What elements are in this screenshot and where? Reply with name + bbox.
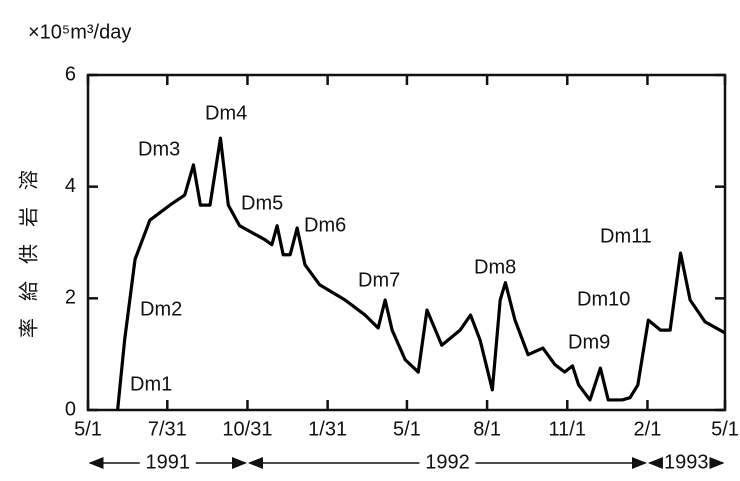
x-tick-label: 5/1 — [711, 418, 739, 440]
annotation: Dm1 — [130, 373, 172, 395]
y-tick-label: 4 — [65, 175, 76, 197]
x-tick-label: 2/1 — [634, 418, 662, 440]
y-tick-label: 6 — [65, 63, 76, 85]
annotation: Dm3 — [138, 138, 180, 160]
year-label: 1992 — [425, 451, 470, 473]
annotation: Dm6 — [304, 214, 346, 236]
annotation: Dm7 — [358, 269, 400, 291]
data-line — [116, 136, 726, 411]
annotation: Dm4 — [205, 102, 247, 124]
y-tick-label: 2 — [65, 287, 76, 309]
x-tick-label: 10/31 — [222, 418, 272, 440]
x-tick-label: 11/1 — [549, 418, 586, 440]
y-axis-label: 岩 — [17, 207, 40, 227]
y-axis-label: 溶 — [17, 170, 40, 190]
annotation: Dm9 — [568, 331, 610, 353]
unit-label: ×10⁵m³/day — [28, 21, 131, 43]
x-tick-label: 8/1 — [473, 418, 501, 440]
y-axis-label: 給 — [17, 281, 40, 301]
annotation: Dm8 — [474, 256, 516, 278]
annotation: Dm2 — [140, 298, 182, 320]
x-tick-label: 1/31 — [308, 418, 347, 440]
y-axis-label: 供 — [17, 244, 40, 264]
x-tick-label: 7/31 — [148, 418, 187, 440]
y-tick-label: 0 — [65, 398, 76, 420]
year-label: 1991 — [145, 451, 190, 473]
annotation: Dm5 — [241, 192, 283, 214]
annotation: Dm11 — [600, 225, 652, 247]
y-axis-label: 率 — [17, 318, 40, 338]
x-tick-label: 5/1 — [393, 418, 421, 440]
x-tick-label: 5/1 — [74, 418, 102, 440]
annotation: Dm10 — [577, 288, 630, 310]
year-label: 1993 — [664, 451, 709, 473]
